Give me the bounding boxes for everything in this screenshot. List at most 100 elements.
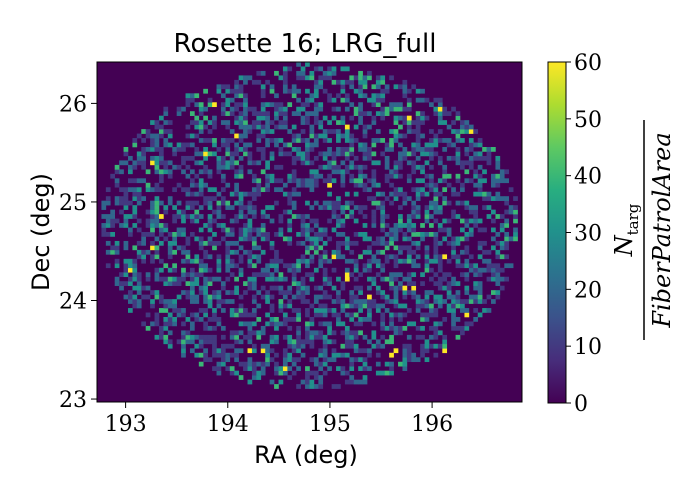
heatmap-cell xyxy=(198,205,204,210)
heatmap-cell xyxy=(362,79,368,85)
heatmap-cell xyxy=(344,164,350,170)
heatmap-cell xyxy=(256,272,262,278)
heatmap-cell xyxy=(220,142,226,148)
heatmap-cell xyxy=(389,240,394,246)
heatmap-cell xyxy=(127,299,133,304)
heatmap-cell xyxy=(110,232,116,237)
heatmap-cell xyxy=(442,218,448,224)
heatmap-cell xyxy=(238,258,244,264)
heatmap-cell xyxy=(495,281,501,286)
heatmap-cell xyxy=(243,93,248,99)
heatmap-cell xyxy=(203,138,208,143)
heatmap-cell xyxy=(300,232,306,237)
heatmap-cell xyxy=(318,321,324,327)
heatmap-cell xyxy=(513,196,518,201)
heatmap-cell xyxy=(451,249,456,255)
heatmap-cell xyxy=(331,249,337,255)
heatmap-cell xyxy=(455,240,461,246)
heatmap-cell xyxy=(473,209,479,215)
heatmap-cell xyxy=(420,303,425,309)
heatmap-cell xyxy=(451,317,456,322)
heatmap-cell xyxy=(269,308,275,313)
heatmap-cell xyxy=(291,160,297,166)
heatmap-cell xyxy=(353,155,359,161)
heatmap-cell xyxy=(406,106,412,112)
heatmap-cell xyxy=(238,169,244,175)
heatmap-cell xyxy=(499,285,505,291)
heatmap-cell xyxy=(269,334,275,340)
heatmap-cell xyxy=(473,151,479,157)
heatmap-cell xyxy=(420,281,425,286)
heatmap-cell xyxy=(123,272,129,278)
heatmap-cell xyxy=(504,169,510,175)
colorbar-gradient xyxy=(547,61,567,404)
heatmap-cell xyxy=(327,276,332,282)
heatmap-cell xyxy=(176,164,182,170)
heatmap-cell xyxy=(198,343,204,349)
heatmap-cell xyxy=(247,348,253,354)
heatmap-cell xyxy=(309,384,315,389)
heatmap-cell xyxy=(247,330,253,336)
heatmap-cell xyxy=(415,240,421,246)
heatmap-cell xyxy=(203,249,208,255)
heatmap-cell xyxy=(296,325,301,331)
heatmap-cell xyxy=(367,312,372,318)
heatmap-cell xyxy=(243,321,248,327)
heatmap-cell xyxy=(362,129,368,134)
heatmap-cell xyxy=(158,240,164,246)
heatmap-cell xyxy=(243,115,248,121)
heatmap-cell xyxy=(287,352,293,358)
heatmap-cell xyxy=(167,129,173,134)
heatmap-cell xyxy=(145,312,151,318)
heatmap-cell xyxy=(269,129,275,134)
heatmap-cell xyxy=(163,227,169,233)
heatmap-cell xyxy=(278,178,284,184)
heatmap-cell xyxy=(296,151,301,157)
heatmap-cell xyxy=(420,88,425,94)
heatmap-cell xyxy=(238,124,244,130)
heatmap-cell xyxy=(123,281,129,286)
y-axis-label: Dec (deg) xyxy=(27,173,55,291)
heatmap-cell xyxy=(464,169,470,175)
heatmap-cell xyxy=(141,178,146,184)
heatmap-cell xyxy=(243,124,248,130)
heatmap-cell xyxy=(269,178,275,184)
heatmap-cell xyxy=(207,267,213,273)
heatmap-cell xyxy=(251,245,257,251)
heatmap-cell xyxy=(238,164,244,170)
heatmap-cell xyxy=(455,173,461,179)
heatmap-cell xyxy=(336,299,341,304)
heatmap-cell xyxy=(482,178,487,184)
heatmap-cell xyxy=(406,214,412,219)
heatmap-cell xyxy=(331,209,337,215)
heatmap-cell xyxy=(114,218,120,224)
heatmap-cell xyxy=(260,370,266,376)
heatmap-cell xyxy=(482,191,487,197)
heatmap-cell xyxy=(216,223,222,228)
heatmap-cell xyxy=(468,178,474,184)
heatmap-cell xyxy=(212,196,217,201)
heatmap-cell xyxy=(398,245,403,251)
heatmap-cell xyxy=(216,147,222,152)
heatmap-cell xyxy=(437,223,443,228)
heatmap-cell xyxy=(420,317,425,322)
heatmap-cell xyxy=(225,84,231,90)
heatmap-cell xyxy=(380,209,386,215)
heatmap-cell xyxy=(429,205,434,210)
heatmap-cell xyxy=(491,267,496,273)
heatmap-cell xyxy=(424,312,430,318)
heatmap-cell xyxy=(291,339,297,345)
heatmap-cell xyxy=(247,124,253,130)
heatmap-cell xyxy=(468,205,474,210)
heatmap-cell xyxy=(420,236,425,242)
heatmap-cell xyxy=(163,325,169,331)
heatmap-cell xyxy=(433,240,439,246)
heatmap-cell xyxy=(212,343,217,349)
heatmap-cell xyxy=(322,321,328,327)
heatmap-cell xyxy=(358,173,363,179)
heatmap-cell xyxy=(238,272,244,278)
heatmap-cell xyxy=(393,173,399,179)
heatmap-cell xyxy=(127,263,133,269)
heatmap-cell xyxy=(207,196,213,201)
